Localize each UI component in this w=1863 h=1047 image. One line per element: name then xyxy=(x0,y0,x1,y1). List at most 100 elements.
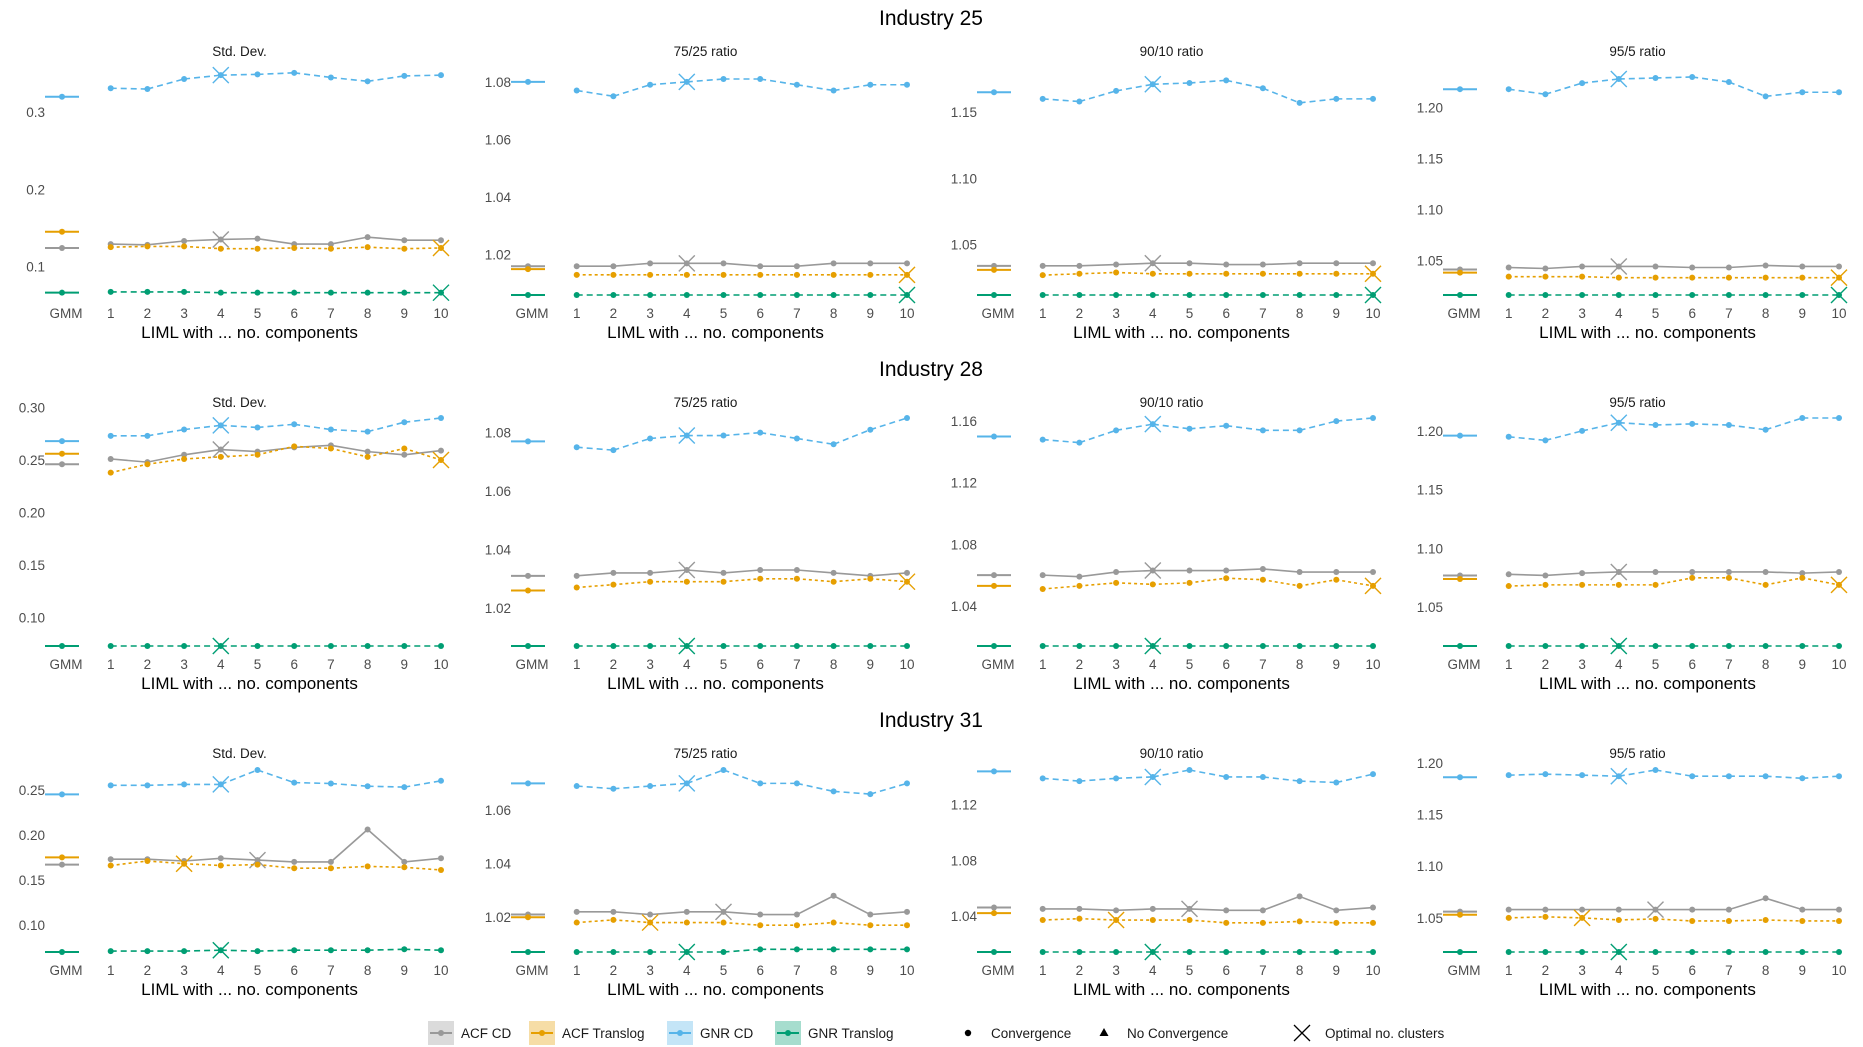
data-point xyxy=(757,643,764,649)
data-point xyxy=(1039,586,1046,592)
data-point xyxy=(1836,568,1842,575)
series-line-segment xyxy=(686,78,724,83)
series-line xyxy=(1508,571,1840,577)
data-point xyxy=(1579,643,1586,649)
series-line-segment xyxy=(404,417,442,423)
data-point xyxy=(610,916,617,923)
data-point xyxy=(401,784,408,791)
data-point xyxy=(401,72,408,79)
x-tick-label: 4 xyxy=(217,657,225,672)
data-point xyxy=(144,86,151,93)
series-gnr-cd xyxy=(511,73,910,100)
x-tick-label: 7 xyxy=(793,963,801,978)
data-point xyxy=(1223,77,1230,84)
optimal-cross-marker xyxy=(1610,637,1628,655)
data-point xyxy=(793,271,800,278)
series-line-segment xyxy=(1152,82,1190,86)
series-line-segment xyxy=(1582,78,1619,84)
data-point xyxy=(793,643,800,649)
data-point xyxy=(720,292,727,298)
data-point xyxy=(1113,87,1120,94)
x-tick-label: 10 xyxy=(1831,306,1846,321)
data-point xyxy=(181,781,188,788)
data-point xyxy=(720,569,727,576)
data-point xyxy=(1223,422,1230,429)
legend-point xyxy=(677,1030,683,1036)
series-line-segment xyxy=(1655,577,1693,586)
series-line xyxy=(1042,895,1374,912)
series-line-segment xyxy=(1508,436,1546,442)
data-point xyxy=(904,780,910,787)
data-point xyxy=(1542,581,1549,588)
series-acf-cd xyxy=(511,892,910,921)
data-point xyxy=(1799,292,1806,298)
data-point xyxy=(1186,270,1193,277)
data-point xyxy=(254,245,261,252)
data-point xyxy=(1725,773,1732,780)
data-point xyxy=(327,858,334,865)
data-point xyxy=(1039,272,1046,279)
industry-title: Industry 28 xyxy=(879,358,983,381)
y-tick-label: 1.12 xyxy=(951,798,977,813)
data-point xyxy=(1076,270,1083,277)
series-line xyxy=(576,569,908,577)
panel-title: Std. Dev. xyxy=(212,746,267,761)
series-line-segment xyxy=(723,948,761,953)
optimal-cross-marker xyxy=(212,441,230,459)
series-line-segment xyxy=(613,83,651,98)
data-point xyxy=(327,289,334,296)
data-point xyxy=(144,782,151,789)
data-point xyxy=(573,584,580,591)
panel-title: 95/5 ratio xyxy=(1609,746,1665,761)
series-acf-cd xyxy=(1443,563,1842,581)
y-tick-label: 1.02 xyxy=(485,248,511,263)
data-point xyxy=(720,949,727,955)
data-point xyxy=(327,780,334,787)
data-point xyxy=(573,292,580,298)
optimal-cross-marker xyxy=(898,286,916,304)
optimal-cross-marker xyxy=(678,637,696,655)
data-point xyxy=(1296,778,1303,785)
panel-title: 90/10 ratio xyxy=(1140,746,1204,761)
data-point xyxy=(1113,775,1120,782)
data-point xyxy=(647,81,654,88)
series-line-segment xyxy=(367,75,405,83)
gmm-point xyxy=(525,438,531,445)
series-line-segment xyxy=(220,863,258,867)
data-point xyxy=(757,780,764,787)
data-point xyxy=(254,451,261,458)
legend-label: Convergence xyxy=(991,1026,1071,1041)
data-point xyxy=(720,767,727,773)
series-line-segment xyxy=(1299,420,1337,432)
series-gnr-translog xyxy=(511,637,910,655)
x-tick-label: 4 xyxy=(683,963,691,978)
x-axis-title: LIML with ... no. components xyxy=(607,980,824,999)
series-line-segment xyxy=(1582,275,1619,279)
x-tick-label: 9 xyxy=(867,306,875,321)
gmm-point xyxy=(525,643,531,649)
data-point xyxy=(610,569,617,576)
optimal-cross-marker xyxy=(1830,286,1848,304)
series-line xyxy=(1508,897,1839,911)
data-point xyxy=(1370,904,1376,911)
series-gnr-translog xyxy=(1443,943,1842,961)
x-tick-label: 9 xyxy=(1799,306,1807,321)
series-line-segment xyxy=(1152,582,1190,586)
optimal-cross-marker xyxy=(212,416,230,434)
data-point xyxy=(327,241,334,248)
data-point xyxy=(1725,906,1732,913)
data-point xyxy=(610,785,617,792)
data-point xyxy=(144,948,151,955)
data-point xyxy=(830,260,837,267)
series-line-segment xyxy=(330,246,368,250)
data-point xyxy=(401,858,408,865)
data-point xyxy=(1505,583,1512,590)
panel: 90/10 ratio 1.04 1.08 1.12 GMM 1 2 3 4 5 6 7 8 9 10 LIM… xyxy=(951,746,1381,999)
data-point xyxy=(438,237,444,244)
series-gnr-cd xyxy=(511,767,910,798)
series-line-segment xyxy=(1618,918,1656,921)
series-line-segment xyxy=(220,453,258,458)
series-line-segment xyxy=(110,860,148,867)
series-line-segment xyxy=(367,421,405,433)
series-line-segment xyxy=(1189,79,1227,84)
